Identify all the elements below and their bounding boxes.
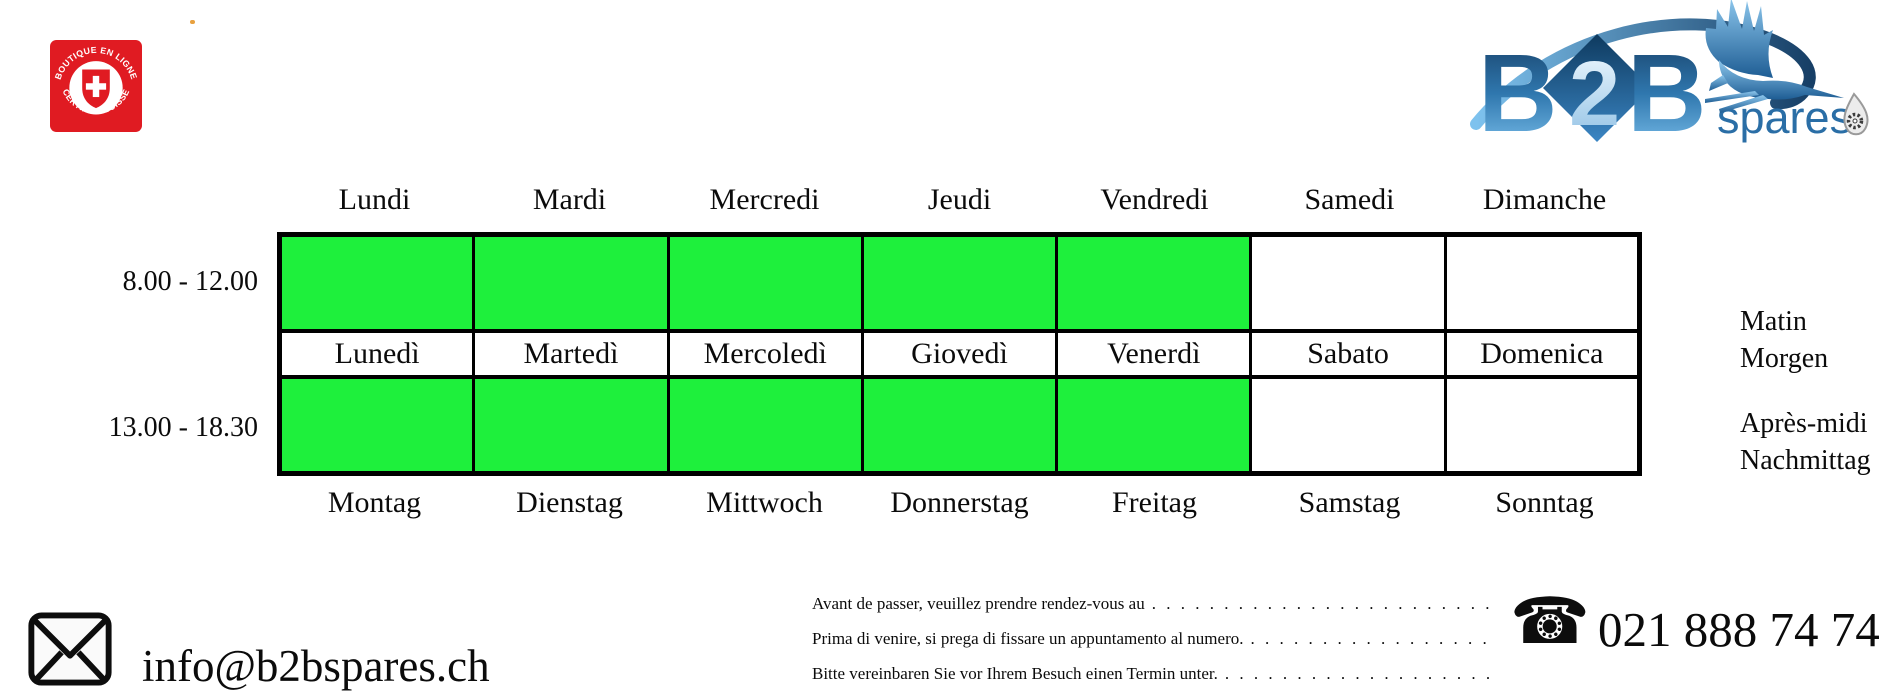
afternoon-label-de: Nachmittag bbox=[1740, 445, 1871, 476]
shield-cross-horizontal bbox=[85, 83, 107, 90]
cell-afternoon-sunday bbox=[1443, 375, 1642, 476]
afternoon-label-fr: Après-midi bbox=[1740, 408, 1868, 439]
cell-morning-wednesday bbox=[666, 232, 864, 333]
day-fr-wednesday: Mercredi bbox=[709, 183, 820, 216]
appointment-text-it: Prima di venire, si prega di fissare un … bbox=[812, 629, 1244, 648]
cell-morning-saturday bbox=[1249, 232, 1447, 333]
cell-morning-sunday bbox=[1443, 232, 1642, 333]
logo-letter-b1: B bbox=[1478, 32, 1557, 155]
day-fr-tuesday: Mardi bbox=[532, 183, 607, 216]
artifact-dot bbox=[190, 20, 195, 24]
cell-afternoon-thursday bbox=[860, 375, 1059, 476]
day-de-friday: Freitag bbox=[1112, 486, 1197, 519]
day-row-italian: Lunedì Martedì Mercoledì Giovedì Venerdì… bbox=[277, 329, 1642, 379]
cell-morning-monday bbox=[277, 232, 476, 333]
day-it-thursday: Giovedì bbox=[860, 329, 1059, 379]
day-row-german: Montag Dienstag Mittwoch Donnerstag Frei… bbox=[277, 486, 1642, 520]
morning-hours-label: 8.00 - 12.00 bbox=[122, 266, 258, 297]
cell-morning-tuesday bbox=[472, 232, 670, 333]
dot-leader: . . . . . . . . . . . . . . . . . . . . … bbox=[1151, 594, 1490, 613]
day-de-saturday: Samstag bbox=[1298, 486, 1401, 519]
swiss-certified-badge-icon: BOUTIQUE EN LIGNE CERTIFIÉE SUISSE bbox=[50, 40, 142, 132]
appointment-line-it: Prima di venire, si prega di fissare un … bbox=[812, 621, 1490, 656]
day-de-tuesday: Dienstag bbox=[516, 486, 623, 519]
day-fr-friday: Vendredi bbox=[1100, 183, 1209, 216]
appointment-line-fr: Avant de passer, veuillez prendre rendez… bbox=[812, 586, 1490, 621]
day-fr-saturday: Samedi bbox=[1304, 183, 1395, 216]
afternoon-hours-label: 13.00 - 18.30 bbox=[108, 412, 258, 443]
logo-suffix-text: spares bbox=[1717, 92, 1852, 143]
cell-afternoon-monday bbox=[277, 375, 476, 476]
day-de-wednesday: Mittwoch bbox=[706, 486, 823, 519]
dot-leader: . . . . . . . . . . . . . . . . . . . . … bbox=[1224, 664, 1490, 683]
appointment-notice: Avant de passer, veuillez prendre rendez… bbox=[812, 586, 1490, 691]
day-it-tuesday: Martedì bbox=[472, 329, 670, 379]
afternoon-side-labels: Après-midi Nachmittag bbox=[1740, 405, 1871, 479]
day-row-french: Lundi Mardi Mercredi Jeudi Vendredi Same… bbox=[277, 183, 1642, 217]
day-de-sunday: Sonntag bbox=[1495, 486, 1594, 519]
morning-side-labels: Matin Morgen bbox=[1740, 303, 1828, 377]
morning-label-fr: Matin bbox=[1740, 306, 1807, 337]
email-address: info@b2bspares.ch bbox=[142, 641, 490, 691]
cell-morning-thursday bbox=[860, 232, 1059, 333]
cell-afternoon-wednesday bbox=[666, 375, 864, 476]
morning-row bbox=[277, 232, 1642, 333]
b2bspares-logo: B 2 B spares bbox=[1470, 0, 1869, 155]
water-drop-gear-icon bbox=[1843, 92, 1869, 136]
day-it-sunday: Domenica bbox=[1443, 329, 1642, 379]
morning-label-de: Morgen bbox=[1740, 343, 1829, 374]
logo-diamond bbox=[1543, 34, 1651, 142]
opening-hours-table: Lunedì Martedì Mercoledì Giovedì Venerdì… bbox=[277, 232, 1642, 476]
day-fr-sunday: Dimanche bbox=[1482, 183, 1607, 216]
cell-afternoon-friday bbox=[1055, 375, 1253, 476]
day-it-monday: Lunedì bbox=[277, 329, 476, 379]
day-it-saturday: Sabato bbox=[1249, 329, 1447, 379]
envelope-icon bbox=[28, 612, 112, 686]
day-fr-thursday: Jeudi bbox=[927, 183, 992, 216]
cell-afternoon-saturday bbox=[1249, 375, 1447, 476]
cell-morning-friday bbox=[1055, 232, 1253, 333]
appointment-text-fr: Avant de passer, veuillez prendre rendez… bbox=[812, 594, 1145, 613]
day-it-friday: Venerdì bbox=[1055, 329, 1253, 379]
logo-digit-2: 2 bbox=[1569, 43, 1620, 145]
day-de-monday: Montag bbox=[327, 486, 422, 519]
dot-leader: . . . . . . . . . . . . . . . . . . . . … bbox=[1250, 629, 1491, 648]
logo-letter-b2: B bbox=[1627, 32, 1706, 155]
day-it-wednesday: Mercoledì bbox=[666, 329, 864, 379]
day-fr-monday: Lundi bbox=[338, 183, 411, 216]
phone-number: 021 888 74 74 bbox=[1598, 602, 1880, 657]
afternoon-row bbox=[277, 375, 1642, 476]
day-de-thursday: Donnerstag bbox=[890, 486, 1029, 519]
cell-afternoon-tuesday bbox=[472, 375, 670, 476]
appointment-text-de: Bitte vereinbaren Sie vor Ihrem Besuch e… bbox=[812, 664, 1218, 683]
stork-icon bbox=[1705, 0, 1844, 113]
appointment-line-de: Bitte vereinbaren Sie vor Ihrem Besuch e… bbox=[812, 656, 1490, 691]
telephone-icon: ☎ bbox=[1510, 585, 1590, 659]
